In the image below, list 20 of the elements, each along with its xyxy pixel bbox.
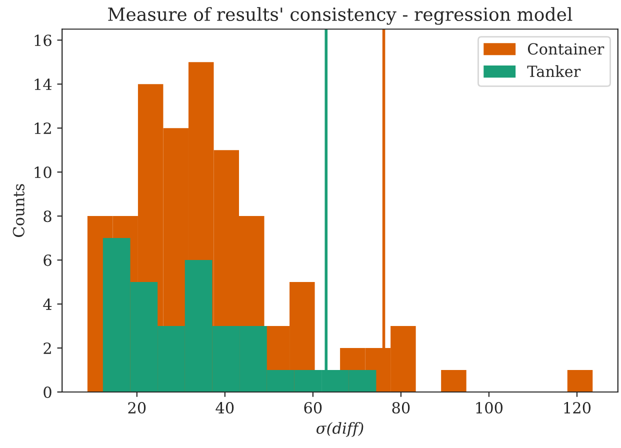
y-axis-title: Counts (12, 184, 24, 237)
x-tick-label: 120 (564, 402, 591, 414)
x-tick-label: 20 (128, 402, 146, 414)
y-tick-label: 14 (34, 78, 52, 90)
y-tick-label: 4 (43, 298, 52, 310)
x-axis-title: σ(diff) (316, 422, 364, 437)
legend-label: Tanker (527, 65, 581, 78)
x-tick-label: 40 (216, 402, 234, 414)
y-tick-label: 10 (34, 166, 52, 178)
x-tick-label: 60 (304, 402, 322, 414)
y-tick-label: 0 (44, 386, 52, 398)
x-tick-label: 80 (392, 402, 410, 414)
y-tick-label: 12 (34, 122, 51, 134)
legend-label: Container (528, 43, 604, 55)
y-tick-label: 2 (44, 342, 51, 354)
x-tick-label: 100 (476, 402, 503, 414)
y-tick-label: 6 (44, 254, 52, 266)
y-tick-label: 8 (44, 210, 52, 222)
y-tick-label: 16 (34, 34, 52, 46)
chart-title: Measure of results' consistency - regression model (108, 7, 572, 25)
